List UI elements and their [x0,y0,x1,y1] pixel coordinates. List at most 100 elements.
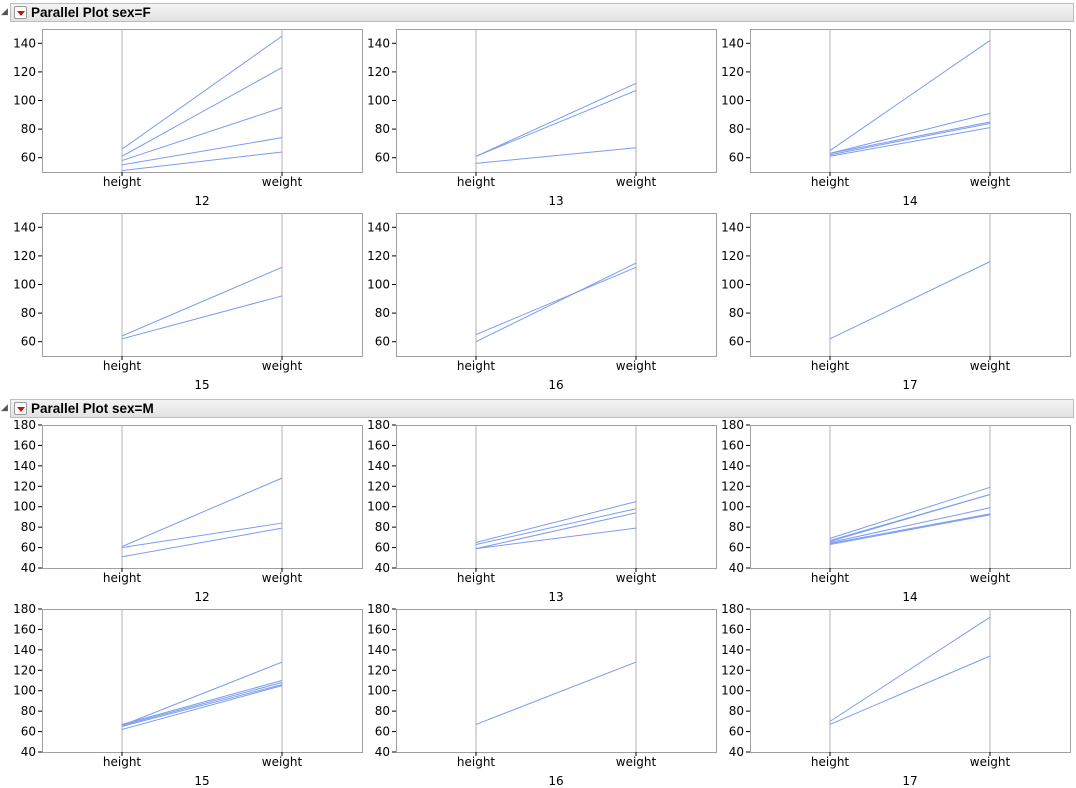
data-line [121,35,283,150]
y-tick-label: 140 [367,643,390,657]
data-line [829,513,991,544]
axis-label-height: height [811,571,850,585]
axis-label-weight: weight [262,175,303,189]
y-tick-label: 100 [367,278,390,292]
y-tick-label: 120 [367,663,390,677]
y-tick-label: 60 [375,725,390,739]
axis-label-height: height [457,359,496,373]
y-tick-label: 80 [729,520,744,534]
plot-frame [396,425,717,569]
y-tick-label: 60 [729,335,744,349]
plot-frame [396,213,717,357]
axis-label-weight: weight [262,755,303,769]
y-tick-label: 120 [367,479,390,493]
axis-label-height: height [103,755,142,769]
data-line [121,522,283,549]
data-line [121,527,283,558]
y-tick-label: 140 [721,36,744,50]
data-line [475,501,637,543]
data-line [475,266,637,336]
axis-label-height: height [811,755,850,769]
data-line [475,90,637,157]
y-tick-label: 140 [367,220,390,234]
y-tick-label: 80 [21,122,36,136]
y-tick-label: 100 [367,684,390,698]
y-tick-label: 140 [13,459,36,473]
y-tick-label: 80 [375,122,390,136]
y-tick-label: 120 [13,663,36,677]
y-tick-label: 100 [13,500,36,514]
group-label: 13 [548,590,563,604]
y-tick-label: 100 [13,94,36,108]
data-line [121,682,283,726]
data-line [121,661,283,726]
y-tick-label: 60 [375,541,390,555]
data-line [121,680,283,725]
y-tick-label: 60 [729,541,744,555]
header-bar [10,3,1074,22]
y-tick-label: 160 [13,622,36,636]
y-tick-label: 40 [729,745,744,759]
data-line [121,295,283,340]
data-line [829,112,991,154]
y-tick-label: 40 [21,561,36,575]
section-header-f: ◢ Parallel Plot sex=F [0,2,1076,24]
y-tick-label: 140 [367,36,390,50]
plot-frame [42,425,363,569]
y-tick-label: 120 [13,479,36,493]
data-line [829,486,991,539]
axis-label-height: height [457,571,496,585]
axis-label-height: height [811,359,850,373]
axis-label-weight: weight [616,571,657,585]
y-tick-label: 40 [729,561,744,575]
y-tick-label: 120 [13,65,36,79]
axis-label-weight: weight [262,571,303,585]
y-tick-label: 60 [729,151,744,165]
group-label: 12 [194,590,209,604]
group-label: 14 [902,194,917,208]
data-line [829,507,991,543]
data-line [829,121,991,154]
data-line [829,261,991,340]
disclosure-triangle-icon[interactable]: ◢ [1,7,8,17]
group-label: 17 [902,378,917,392]
axis-label-height: height [103,359,142,373]
data-line [475,508,637,545]
axis-label-height: height [811,175,850,189]
axis-label-weight: weight [616,755,657,769]
y-tick-label: 60 [21,151,36,165]
disclosure-triangle-icon[interactable]: ◢ [1,403,8,413]
group-label: 12 [194,194,209,208]
y-tick-label: 100 [13,684,36,698]
data-line [121,685,283,731]
axis-label-height: height [103,571,142,585]
group-label: 16 [548,774,563,788]
data-line [121,107,283,162]
y-tick-label: 120 [367,249,390,263]
y-tick-label: 180 [721,418,744,432]
y-tick-label: 100 [367,500,390,514]
red-triangle-menu-icon[interactable] [14,402,27,415]
group-label: 13 [548,194,563,208]
data-line [475,661,637,725]
data-line [829,40,991,151]
y-tick-label: 180 [13,602,36,616]
section-title: Parallel Plot sex=F [31,5,151,20]
data-line [829,493,991,541]
group-label: 15 [194,774,209,788]
axis-label-weight: weight [970,755,1011,769]
plot-frame [42,213,363,357]
axis-label-weight: weight [262,359,303,373]
y-tick-label: 100 [721,500,744,514]
red-triangle-menu-icon[interactable] [14,6,27,19]
y-tick-label: 40 [21,745,36,759]
data-line [475,82,637,157]
axis-label-height: height [457,755,496,769]
y-tick-label: 120 [13,249,36,263]
y-tick-label: 80 [729,704,744,718]
data-line [829,616,991,722]
y-tick-label: 180 [721,602,744,616]
plot-frame [42,609,363,753]
group-label: 14 [902,590,917,604]
